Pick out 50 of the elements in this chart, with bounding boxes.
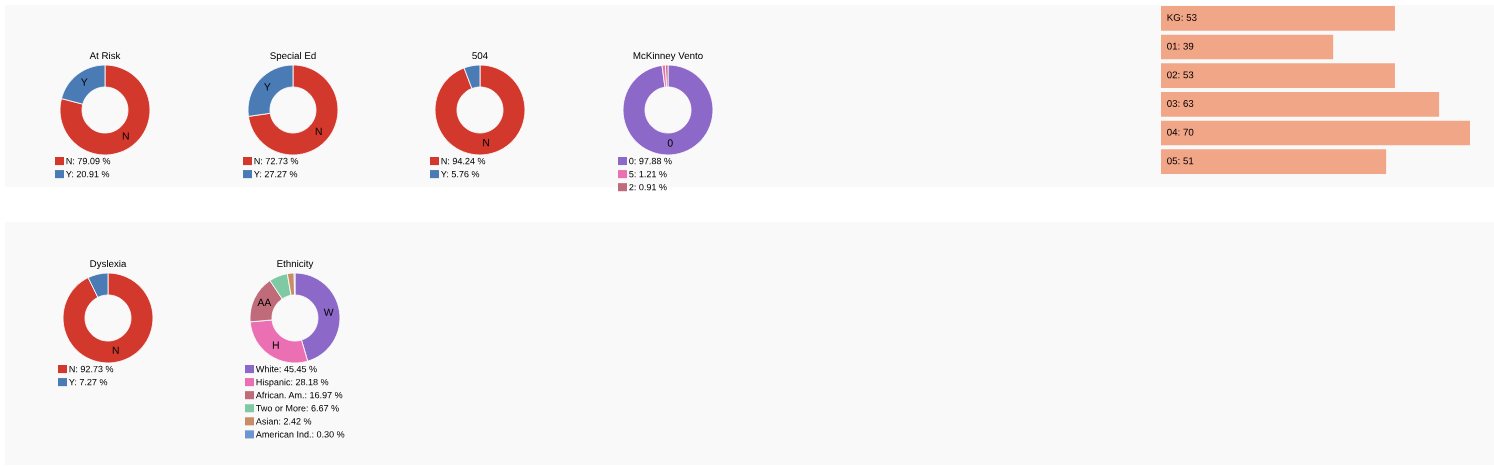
- text: AA: [257, 298, 272, 306]
- legend-label: 0: 97.88 %: [629, 157, 672, 165]
- bar: [1161, 6, 1395, 31]
- chart-title: At Risk: [89, 51, 121, 60]
- bar: [1161, 34, 1334, 60]
- text: N: [122, 132, 129, 140]
- text: H: [272, 341, 279, 349]
- data-label: 05: 51: [1167, 157, 1194, 165]
- legend-label: N: 92.73 %: [69, 365, 114, 373]
- legend-label: Y: 20.91 %: [66, 170, 110, 178]
- legend-label: Y: 7.27 %: [69, 378, 108, 386]
- legend-label: American Ind.: 0.30 %: [255, 430, 345, 438]
- chart-title: Special Ed: [270, 51, 316, 61]
- donut-slice: [62, 272, 154, 364]
- data-label: 04: 70: [1167, 128, 1194, 136]
- legend-label: Y: 27.27 %: [254, 170, 298, 178]
- text: N: [315, 127, 322, 135]
- legend-label: N: 72.73 %: [254, 157, 299, 165]
- legend-label: N: 79.09 %: [66, 157, 111, 165]
- legend-label: 2: 0.91 %: [629, 183, 667, 191]
- legend-label: N: 94.24 %: [441, 157, 486, 165]
- bar: [1161, 63, 1395, 88]
- bar: [1161, 120, 1470, 146]
- chart-title: 504: [472, 52, 488, 60]
- data-label: 01: 39: [1167, 42, 1194, 50]
- donut-slice: [622, 64, 714, 156]
- donut-slice: [434, 64, 526, 156]
- donut-slice: [248, 64, 339, 156]
- chart-title: Dyslexia: [90, 259, 127, 269]
- legend-label: Asian: 2.42 %: [255, 417, 312, 425]
- chart-title: Ethnicity: [277, 259, 314, 269]
- legend-label: Hispanic: 28.18 %: [256, 378, 329, 388]
- bar: [1161, 149, 1387, 174]
- text: N: [112, 346, 119, 354]
- legend-label: African. Am.: 16.97 %: [255, 391, 343, 399]
- legend-label: 5: 1.21 %: [629, 170, 667, 178]
- text: W: [323, 308, 334, 316]
- data-label: 03: 63: [1167, 100, 1194, 107]
- legend-label: Y: 5.76 %: [441, 170, 480, 178]
- text: 0: [667, 139, 673, 147]
- chart-title: McKinney Vento: [633, 51, 703, 61]
- text: Y: [80, 78, 88, 86]
- legend-label: Two or More: 6.67 %: [256, 405, 339, 412]
- donut-slice: [59, 64, 151, 156]
- text: N: [483, 138, 490, 147]
- bar: [1161, 92, 1440, 117]
- text: Y: [264, 83, 271, 91]
- data-label: KG: 53: [1167, 14, 1197, 21]
- legend-label: White: 45.45 %: [255, 365, 317, 373]
- data-label: 02: 53: [1167, 71, 1194, 79]
